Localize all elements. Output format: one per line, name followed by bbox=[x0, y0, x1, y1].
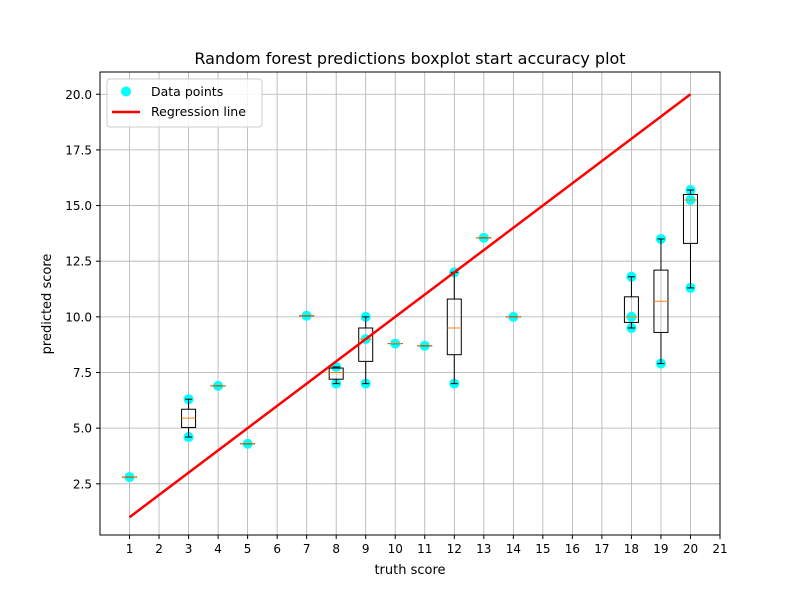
x-tick-label: 4 bbox=[214, 542, 222, 556]
x-tick-label: 3 bbox=[185, 542, 193, 556]
x-tick-label: 9 bbox=[362, 542, 370, 556]
legend-box bbox=[106, 78, 263, 128]
y-tick-label: 2.5 bbox=[73, 477, 92, 491]
axes-frame bbox=[99, 71, 721, 536]
y-tick-label: 5.0 bbox=[73, 422, 92, 436]
y-tick-label: 15.0 bbox=[65, 199, 92, 213]
x-tick-label: 11 bbox=[417, 542, 432, 556]
x-tick-label: 7 bbox=[303, 542, 311, 556]
legend: Data points Regression line bbox=[106, 78, 263, 128]
grid bbox=[100, 72, 721, 535]
y-axis-label: predicted score bbox=[40, 254, 55, 355]
x-tick-label: 8 bbox=[332, 542, 340, 556]
x-tick-label: 18 bbox=[624, 542, 639, 556]
legend-points-label: Data points bbox=[151, 84, 223, 99]
x-tick-label: 10 bbox=[388, 542, 403, 556]
boxplot-box bbox=[682, 193, 698, 244]
y-tick-label: 20.0 bbox=[65, 88, 92, 102]
boxplot-box bbox=[446, 298, 462, 356]
boxplot bbox=[653, 238, 669, 365]
boxplot bbox=[446, 271, 462, 385]
x-tick-label: 13 bbox=[476, 542, 491, 556]
x-tick-label: 1 bbox=[126, 542, 134, 556]
x-tick-label: 14 bbox=[506, 542, 521, 556]
x-tick-label: 19 bbox=[653, 542, 668, 556]
x-tick-label: 2 bbox=[155, 542, 163, 556]
boxplot bbox=[181, 398, 197, 438]
x-tick-label: 20 bbox=[683, 542, 698, 556]
y-tick-label: 7.5 bbox=[73, 366, 92, 380]
boxplot bbox=[328, 366, 344, 385]
x-tick-label: 15 bbox=[535, 542, 550, 556]
boxplot bbox=[623, 276, 639, 329]
y-tick-label: 12.5 bbox=[65, 255, 92, 269]
x-tick-label: 6 bbox=[273, 542, 281, 556]
y-tick-label: 17.5 bbox=[65, 143, 92, 157]
legend-line-label: Regression line bbox=[151, 104, 246, 119]
axis-ticks: 1 2 3 4 5 6 7 8 9 10 11 12 13 14 15 16 17 18 19 20 212.55.07… bbox=[65, 88, 727, 556]
plot-data bbox=[122, 93, 698, 519]
chart-title: Random forest predictions boxplot start … bbox=[194, 49, 625, 68]
x-axis-label: truth score bbox=[374, 563, 445, 578]
boxplot-box bbox=[328, 367, 344, 380]
x-tick-label: 12 bbox=[447, 542, 462, 556]
boxplot bbox=[682, 189, 698, 289]
y-tick-label: 10.0 bbox=[65, 310, 92, 324]
x-tick-label: 21 bbox=[712, 542, 727, 556]
legend-points-marker bbox=[121, 86, 131, 97]
regression-line bbox=[128, 93, 692, 519]
x-tick-label: 16 bbox=[565, 542, 580, 556]
x-tick-label: 5 bbox=[244, 542, 252, 556]
boxplot-box bbox=[623, 296, 639, 323]
x-tick-label: 17 bbox=[594, 542, 609, 556]
